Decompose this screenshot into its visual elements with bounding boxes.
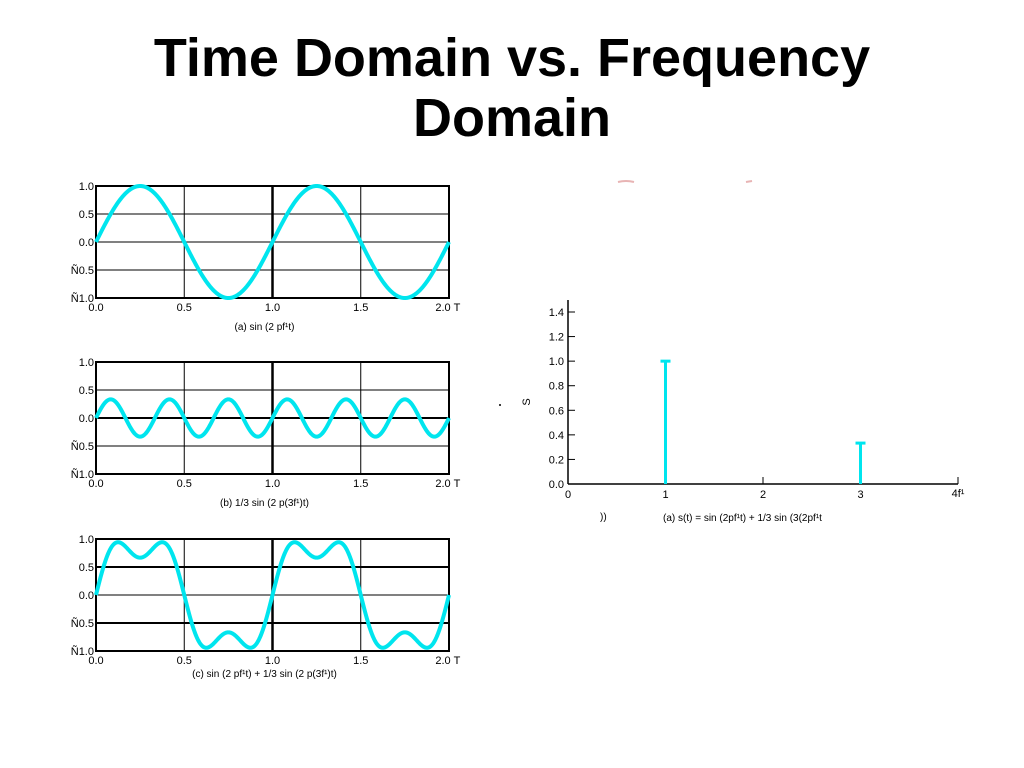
x-tick-label: 0.0 — [88, 655, 103, 667]
time-domain-plot-b: 1.00.50.0Ñ0.5Ñ1.00.0 0.5 1.0 1.5 2.0 T(b) 1/3… — [71, 357, 461, 509]
x-axis-unit: T — [454, 478, 461, 490]
x-tick-label: 0.0 — [88, 478, 103, 490]
x-tick-label: 2.0 — [435, 478, 450, 490]
x-axis-unit: 4f¹ — [952, 488, 965, 500]
y-tick-label: 1.0 — [79, 181, 94, 193]
x-tick-label: 1.0 — [265, 655, 280, 667]
y-tick-label: Ñ0.5 — [71, 264, 94, 277]
title-line-2: Domain — [412, 88, 612, 148]
decorative-mark — [745, 180, 753, 183]
x-tick-label: 0.5 — [177, 478, 192, 490]
x-tick-label: 1.5 — [353, 302, 368, 314]
y-tick-label: 0.0 — [79, 590, 94, 602]
x-tick-label: 2.0 — [435, 302, 450, 314]
y-tick-label: 1.4 — [549, 307, 564, 319]
plot-caption: (a) sin (2 pf¹t) — [234, 322, 294, 333]
y-tick-label: 1.0 — [549, 356, 564, 368]
frequency-domain-plot: 1.4 1.2 1.0 0.8 0.6 0.4 0.2 0.00 1 2 3 4f¹ S)) (a) s(… — [499, 300, 965, 524]
y-tick-label: 0.6 — [549, 405, 564, 417]
x-tick-label: 2.0 — [435, 655, 450, 667]
y-tick-label: 0.5 — [79, 385, 94, 397]
y-tick-label: 0.8 — [549, 381, 564, 393]
y-tick-label: Ñ0.5 — [71, 617, 94, 630]
y-tick-label: 1.0 — [79, 357, 94, 369]
plot-caption: (b) 1/3 sin (2 p(3f¹)t) — [220, 498, 309, 509]
waveform-line — [94, 540, 451, 650]
x-tick-label: 0.5 — [177, 302, 192, 314]
y-tick-label: 0.0 — [79, 413, 94, 425]
y-tick-label: 0.5 — [79, 562, 94, 574]
x-tick-label: 1.0 — [265, 302, 280, 314]
x-tick-label: 1.5 — [353, 655, 368, 667]
x-tick-label: 0.0 — [88, 302, 103, 314]
decorative-mark — [617, 180, 635, 183]
x-tick-label: 0 — [565, 489, 571, 501]
y-tick-label: Ñ1.0 — [71, 292, 94, 305]
y-tick-label: 0.0 — [79, 237, 94, 249]
plot-caption: (a) s(t) = sin (2pf¹t) + 1/3 sin (3(2pf¹… — [663, 513, 822, 524]
y-tick-label: 0.0 — [549, 479, 564, 491]
x-tick-label: 1.0 — [265, 478, 280, 490]
title-line-1: Time Domain vs. Frequency — [153, 28, 871, 88]
x-tick-label: 1 — [662, 489, 668, 501]
waveform-line — [94, 184, 451, 300]
slide-title: Time Domain vs. Frequency Domain — [0, 28, 1024, 148]
y-tick-label: 0.5 — [79, 209, 94, 221]
y-tick-label: Ñ1.0 — [71, 645, 94, 658]
y-tick-label: 1.0 — [79, 534, 94, 546]
x-axis-unit: T — [454, 302, 461, 314]
x-axis-unit: T — [454, 655, 461, 667]
waveform-line — [94, 397, 451, 439]
stray-dot — [499, 404, 501, 406]
y-tick-label: Ñ1.0 — [71, 468, 94, 481]
time-domain-plot-c: 1.00.50.0Ñ0.5Ñ1.00.0 0.5 1.0 1.5 2.0 T(c) sin… — [71, 534, 461, 680]
y-tick-label: 1.2 — [549, 332, 564, 344]
y-tick-label: 0.2 — [549, 454, 564, 466]
x-tick-label: 1.5 — [353, 478, 368, 490]
y-tick-label: Ñ0.5 — [71, 440, 94, 453]
plot-caption: (c) sin (2 pf¹t) + 1/3 sin (2 p(3f¹)t) — [192, 669, 337, 680]
y-axis-label: S — [521, 398, 533, 405]
x-tick-label: 2 — [760, 489, 766, 501]
x-tick-label: 3 — [857, 489, 863, 501]
y-tick-label: 0.4 — [549, 430, 564, 442]
caption-prefix: )) — [600, 512, 607, 523]
x-tick-label: 0.5 — [177, 655, 192, 667]
time-domain-plot-a: 1.00.50.0Ñ0.5Ñ1.00.0 0.5 1.0 1.5 2.0 T(a) sin… — [71, 181, 461, 333]
